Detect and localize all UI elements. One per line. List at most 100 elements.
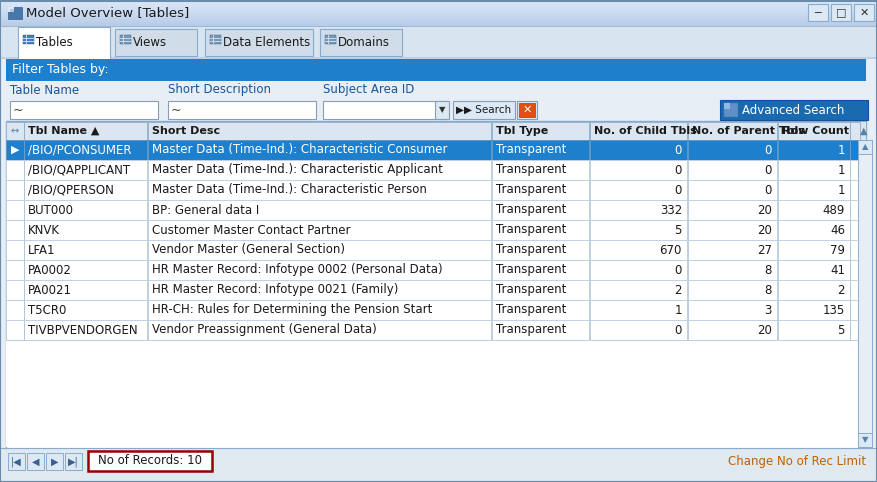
- Bar: [6, 200, 24, 220]
- Bar: [10, 101, 158, 119]
- Bar: [65, 453, 82, 470]
- Text: Tables: Tables: [36, 36, 73, 49]
- Text: ▶: ▶: [51, 456, 58, 467]
- Bar: [6, 280, 865, 300]
- Bar: [24, 140, 146, 160]
- Bar: [24, 240, 146, 260]
- Bar: [688, 160, 776, 180]
- Bar: [18, 27, 110, 58]
- Bar: [6, 140, 865, 160]
- Text: 332: 332: [659, 203, 681, 216]
- Bar: [849, 220, 859, 240]
- Bar: [849, 200, 859, 220]
- Text: 27: 27: [756, 243, 771, 256]
- Bar: [849, 320, 859, 340]
- Bar: [6, 220, 24, 240]
- Text: No of Records: 10: No of Records: 10: [98, 455, 202, 468]
- Text: ▼: ▼: [438, 106, 445, 115]
- Bar: [491, 180, 588, 200]
- Text: Transparent: Transparent: [496, 264, 566, 277]
- Bar: [27, 453, 44, 470]
- Bar: [6, 320, 24, 340]
- Bar: [688, 300, 776, 320]
- Text: 0: 0: [764, 163, 771, 176]
- Bar: [434, 101, 448, 119]
- Text: 0: 0: [674, 323, 681, 336]
- Bar: [491, 280, 588, 300]
- Bar: [148, 122, 490, 140]
- Text: 0: 0: [674, 144, 681, 157]
- Bar: [6, 121, 865, 458]
- Text: |◀: |◀: [11, 456, 22, 467]
- Bar: [6, 300, 24, 320]
- Bar: [0, 5, 877, 6]
- Text: Transparent: Transparent: [496, 283, 566, 296]
- Text: □: □: [835, 8, 845, 17]
- Bar: [148, 180, 490, 200]
- Bar: [688, 180, 776, 200]
- Text: Filter Tables by:: Filter Tables by:: [12, 64, 109, 77]
- Bar: [0, 21, 877, 22]
- Bar: [0, 25, 877, 26]
- Bar: [6, 260, 865, 280]
- Bar: [115, 29, 196, 56]
- Bar: [323, 101, 447, 119]
- Bar: [8, 7, 14, 12]
- Bar: [24, 300, 146, 320]
- Text: 5: 5: [674, 224, 681, 237]
- Bar: [148, 200, 490, 220]
- Bar: [0, 0, 877, 1]
- Bar: [148, 240, 490, 260]
- Bar: [148, 300, 490, 320]
- Bar: [6, 180, 865, 200]
- Text: LFA1: LFA1: [28, 243, 55, 256]
- Text: No. of Child Tbls: No. of Child Tbls: [594, 126, 696, 136]
- Bar: [491, 240, 588, 260]
- Text: Domains: Domains: [338, 36, 389, 49]
- Text: Transparent: Transparent: [496, 203, 566, 216]
- Text: Transparent: Transparent: [496, 323, 566, 336]
- Bar: [0, 13, 877, 14]
- Text: Transparent: Transparent: [496, 184, 566, 197]
- Bar: [6, 99, 865, 121]
- Bar: [19, 56, 110, 59]
- Bar: [24, 200, 146, 220]
- Bar: [23, 35, 34, 44]
- Text: 1: 1: [837, 144, 844, 157]
- Bar: [830, 4, 850, 21]
- Bar: [24, 260, 146, 280]
- Bar: [491, 260, 588, 280]
- Bar: [853, 4, 873, 21]
- Bar: [777, 200, 849, 220]
- Bar: [688, 140, 776, 160]
- Bar: [857, 140, 871, 447]
- Bar: [88, 451, 211, 471]
- Text: Data Elements: Data Elements: [223, 36, 310, 49]
- Text: Master Data (Time-Ind.): Characteristic Person: Master Data (Time-Ind.): Characteristic …: [152, 184, 426, 197]
- Text: Short Description: Short Description: [168, 83, 271, 96]
- Text: Transparent: Transparent: [496, 224, 566, 237]
- Bar: [777, 280, 849, 300]
- Bar: [148, 320, 490, 340]
- Text: Master Data (Time-Ind.): Characteristic Consumer: Master Data (Time-Ind.): Characteristic …: [152, 144, 447, 157]
- Bar: [10, 9, 14, 12]
- Bar: [491, 320, 588, 340]
- Bar: [688, 260, 776, 280]
- Bar: [589, 300, 686, 320]
- Bar: [589, 260, 686, 280]
- Bar: [589, 180, 686, 200]
- Bar: [0, 24, 877, 25]
- Bar: [777, 180, 849, 200]
- Bar: [6, 240, 24, 260]
- Text: Tbl Type: Tbl Type: [496, 126, 547, 136]
- Bar: [0, 11, 877, 12]
- Text: BUT000: BUT000: [28, 203, 74, 216]
- Text: 3: 3: [764, 304, 771, 317]
- Bar: [6, 160, 24, 180]
- Bar: [24, 180, 146, 200]
- Text: PA0021: PA0021: [28, 283, 72, 296]
- Bar: [0, 20, 877, 21]
- Bar: [589, 122, 686, 140]
- Bar: [0, 22, 877, 23]
- Text: T5CR0: T5CR0: [28, 304, 67, 317]
